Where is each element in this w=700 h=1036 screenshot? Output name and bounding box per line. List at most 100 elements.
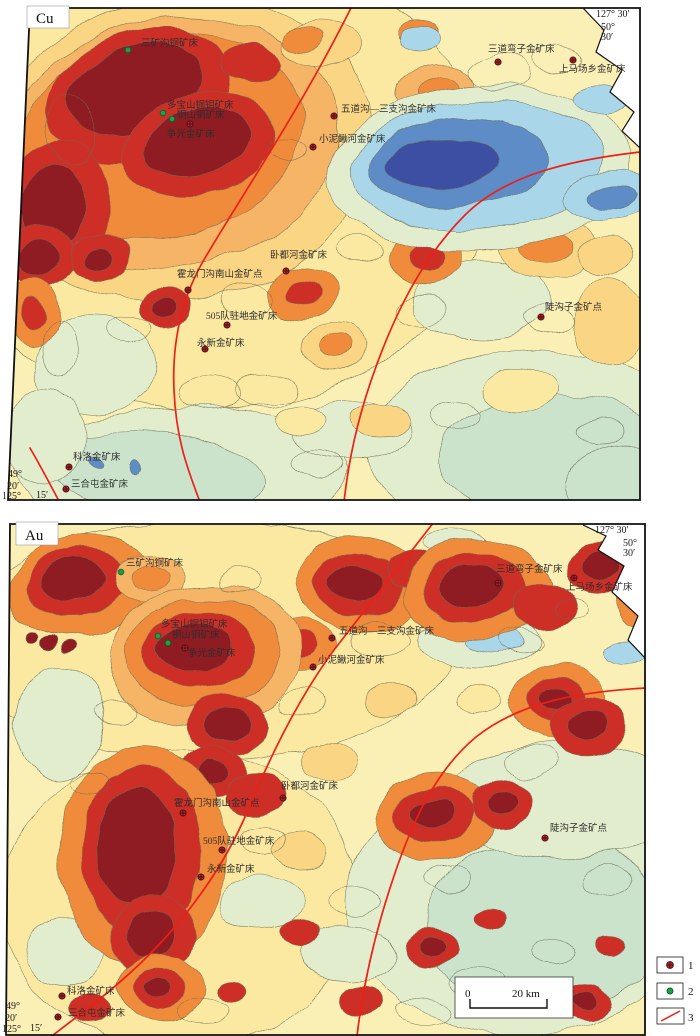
deposit-label: 五道沟—三支沟金矿床: [339, 625, 435, 637]
au-notch-border: [582, 524, 646, 659]
contour-ring: [533, 47, 579, 73]
gold-deposit-marker-icon: [186, 120, 194, 128]
copper-deposit-marker-icon: [154, 632, 162, 640]
contour-blob: [456, 686, 504, 714]
cu-lon-left-deg: 125°: [2, 491, 21, 502]
au-map-frame: [5, 523, 646, 1036]
gold-marker-cross: [279, 794, 287, 802]
contour-ring: [325, 886, 379, 918]
cu-fault-lines: [29, 8, 640, 500]
gold-marker-cross: [186, 120, 194, 128]
contour-blob: [576, 236, 634, 274]
gold-marker-cross: [184, 286, 192, 294]
contour-blob: [438, 564, 506, 608]
contour-ring: [529, 939, 575, 965]
deposit-label: 505队驻地金矿床: [206, 310, 278, 322]
cu-lat-top-deg: 50°: [601, 22, 615, 33]
contour-ring: [428, 400, 482, 430]
contour-ring: [425, 867, 471, 893]
contour-blob: [513, 581, 577, 629]
contour-blob: [484, 788, 520, 812]
cu-panel-label-box: [26, 5, 70, 29]
gold-deposit-marker-icon: [54, 1013, 62, 1021]
gold-marker-cross: [309, 663, 317, 671]
contour-blob: [481, 367, 559, 413]
contour-blob: [85, 455, 105, 469]
contour-ring: [107, 316, 153, 344]
contour-blob: [131, 460, 143, 478]
gold-marker-cross: [494, 579, 502, 587]
fault-line: [343, 151, 640, 500]
deposit-label: 小泥鳅河金矿床: [318, 654, 385, 666]
contour-blob: [156, 623, 232, 673]
au-map-boundary-notch: [583, 525, 645, 658]
deposit-label: 霍龙门沟南山金矿点: [174, 797, 260, 809]
gold-deposit-marker-icon: [65, 463, 73, 471]
au-lon-right-label: 127° 30′: [595, 525, 629, 536]
contour-ring: [575, 419, 625, 445]
deposit-label: 科洛金矿床: [67, 985, 115, 997]
contour-ring: [234, 371, 296, 409]
deposit-label: 争光金矿床: [167, 128, 215, 140]
contour-blob: [571, 991, 599, 1011]
gold-deposit-marker-icon: [58, 992, 66, 1000]
deposit-label: 三矿沟铜矿床: [141, 37, 199, 49]
cu-lat-left-min: 20′: [7, 481, 19, 492]
deposit-label: 多宝山铜钼矿床: [161, 618, 228, 630]
contour-ring: [39, 323, 77, 377]
contour-blob: [130, 564, 170, 592]
contour-blob: [21, 293, 47, 331]
gold-marker-cross: [328, 634, 336, 642]
contour-blob: [318, 336, 354, 360]
gold-deposit-marker-icon: [181, 644, 189, 652]
contour-blob: [219, 875, 305, 929]
deposit-label: 永新金矿床: [207, 863, 255, 875]
contour-blob: [215, 980, 249, 1004]
contour-ring: [499, 629, 545, 655]
cu-notch-border: [582, 7, 641, 149]
scale-bar-box: [454, 976, 574, 1019]
contour-ring: [523, 305, 577, 335]
contour-ring: [337, 237, 383, 263]
cu-map-boundary-notch: [583, 8, 640, 148]
au-lat-left-min: 20′: [5, 1013, 17, 1024]
fault-line: [172, 8, 353, 500]
copper-deposit-marker-icon: [159, 109, 167, 117]
au-lon-left-deg: 125°: [2, 1024, 21, 1035]
contour-ring: [97, 700, 139, 724]
contour-blob: [272, 832, 328, 868]
copper-deposit-marker-icon: [124, 46, 132, 54]
au-lat-left-deg: 49°: [6, 1001, 20, 1012]
deposit-label: 上马场乡金矿床: [566, 581, 633, 593]
contour-ring: [269, 138, 311, 162]
gold-deposit-marker-icon: [541, 834, 549, 842]
deposit-label: 三道弯子金矿床: [496, 563, 563, 575]
scale-bar-end: 20 km: [512, 988, 540, 1000]
deposit-label: 陡沟子金矿点: [550, 822, 608, 834]
deposit-label: 五道沟—三支沟金矿床: [341, 103, 437, 115]
fault-line-icon: [660, 1010, 681, 1022]
scale-bar: 0 20 km: [454, 976, 574, 1019]
gold-marker-cross: [282, 267, 290, 275]
contour-blob: [350, 402, 410, 438]
contour-blob: [274, 404, 326, 436]
gold-deposit-marker-icon: [494, 58, 502, 66]
fault-line: [29, 447, 61, 500]
au-fault-lines: [51, 524, 645, 1036]
gold-marker-cross: [54, 1013, 62, 1021]
deposit-label: 铜山铜矿床: [177, 109, 225, 121]
deposit-label: 上马场乡金矿床: [559, 63, 626, 75]
contour-ring: [553, 597, 591, 619]
deposit-label: 科洛金矿床: [73, 451, 121, 463]
deposit-label: 永新金矿床: [197, 337, 245, 349]
legend-label-3: 3: [688, 1012, 694, 1024]
deposit-label: 争光金矿床: [188, 647, 236, 659]
au-lon-left-min: 15′: [30, 1023, 42, 1034]
contour-blob: [575, 275, 640, 365]
